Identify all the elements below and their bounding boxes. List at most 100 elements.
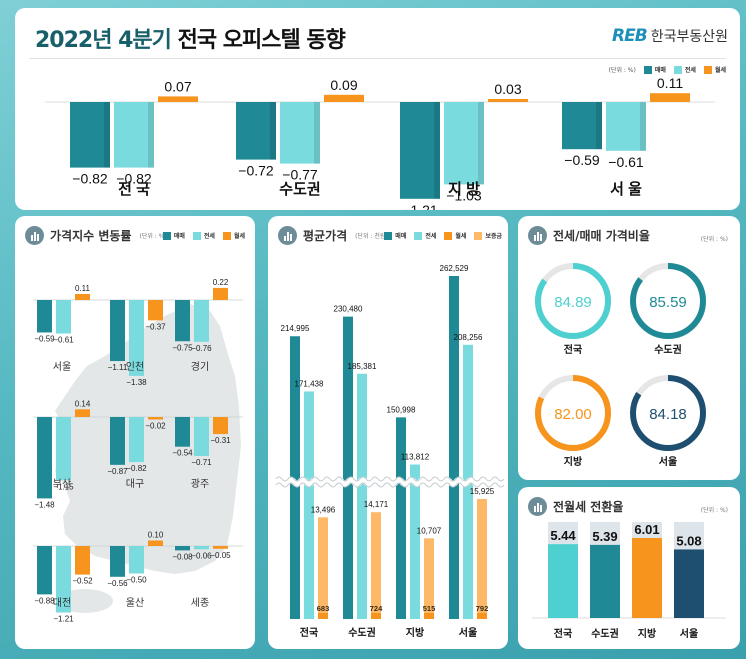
index-value-label: −0.59 [34, 334, 55, 343]
ratio-title: 전세/매매 가격비율 [553, 229, 650, 243]
ratio-ring-progress [630, 375, 706, 451]
legend-swatch-jeonse [414, 231, 423, 240]
avg-value-label-deposit: 10,707 [417, 526, 442, 535]
avg-bar-sale [290, 336, 300, 619]
ratio-value-label: 84.89 [554, 294, 592, 311]
index-category-label: 인천 [126, 361, 144, 373]
summary-bar-2 [158, 96, 198, 102]
summary-legend: (단위 : %) 매매 전세 월세 [609, 65, 726, 74]
index-value-label: 0.11 [75, 284, 91, 293]
avg-bar-wolse [424, 613, 434, 619]
index-value-label: −1.48 [34, 500, 55, 509]
index-value-label: −0.05 [210, 551, 231, 560]
summary-card: 2022년 4분기 전국 오피스텔 동향 REB 한국부동산원 (단위 : %)… [15, 8, 740, 210]
legend-label-deposit: 보증금 [485, 233, 502, 240]
index-value-label: −0.37 [145, 322, 166, 331]
index-bar-1 [129, 546, 144, 574]
avg-value-label-wolse: 792 [476, 604, 489, 613]
avg-bar-deposit [318, 517, 328, 619]
index-value-label: −0.76 [191, 344, 212, 353]
summary-bar-1 [280, 102, 320, 164]
korea-map-shape [55, 304, 241, 574]
avg-price-card: 평균가격 (단위 : 천원) 매매 전세 월세 보증금 214,995 171,4… [268, 216, 508, 649]
summary-bar-shade [104, 102, 110, 168]
avg-value-label-jeonse: 171,438 [295, 379, 324, 388]
index-category-label: 대전 [53, 597, 71, 609]
index-bar-2 [213, 546, 228, 549]
index-bar-1 [129, 417, 144, 463]
building-icon [528, 226, 547, 245]
conv-category-label: 수도권 [591, 628, 619, 640]
index-change-card: 가격지수 변동률 (단위 : %) 매매 전세 월세 −0.59 −0.61 0.1… [15, 216, 255, 649]
conversion-rate-card: 전월세 전환율 (단위 : %) 5.44 전국 5.39 수도권 6.01 지방 5.08… [518, 487, 740, 649]
index-bar-1 [194, 300, 209, 342]
summary-value-label: −0.82 [72, 171, 108, 187]
index-value-label: −0.87 [107, 467, 128, 476]
avg-value-label-deposit: 14,171 [364, 500, 389, 509]
index-value-label: −1.15 [53, 482, 74, 491]
index-value-label: 0.14 [75, 399, 91, 408]
legend-label-jeonse: 전세 [684, 67, 696, 74]
avg-bar-wolse [477, 613, 487, 619]
summary-bar-1 [606, 102, 646, 151]
index-bar-2 [75, 546, 90, 575]
index-bar-0 [110, 417, 125, 465]
summary-bar-1 [114, 102, 154, 168]
legend-swatch-wolse [222, 231, 231, 240]
index-category-label: 부산 [53, 478, 71, 490]
legend-swatch-sale [643, 65, 652, 74]
conv-category-label: 전국 [554, 627, 572, 640]
legend-swatch-sale [162, 231, 171, 240]
index-bar-1 [56, 546, 71, 613]
index-value-label: −0.75 [172, 343, 193, 352]
summary-bar-shade [596, 102, 602, 150]
avg-value-label-wolse: 515 [423, 604, 436, 613]
avg-bar-jeonse [410, 464, 420, 619]
legend-label-sale: 매매 [173, 233, 185, 240]
summary-value-label: −1.21 [402, 202, 438, 210]
avg-value-label-jeonse: 113,812 [401, 452, 430, 461]
legend-label-wolse: 월세 [455, 233, 467, 240]
axis-break-band [273, 477, 507, 487]
logo: REB 한국부동산원 [612, 26, 728, 46]
avg-price-chart: 214,995 171,438 13,496 683 전국 230,480 185,381 1… [273, 264, 507, 639]
ratio-unit: (단위 : %) [700, 236, 728, 243]
index-category-label: 경기 [191, 360, 209, 373]
legend-label-wolse: 월세 [714, 67, 726, 74]
index-value-label: −0.82 [126, 464, 147, 473]
ratio-value-label: 82.00 [554, 406, 592, 423]
conv-value-label: 5.44 [550, 528, 576, 543]
index-value-label: 0.10 [148, 531, 164, 540]
avg-value-label-sale: 262,529 [440, 264, 469, 273]
index-bar-2 [75, 409, 90, 417]
summary-bar-2 [650, 93, 690, 102]
ratio-ring-progress [630, 263, 706, 339]
index-title: 가격지수 변동률 [50, 229, 132, 243]
ratio-value-label: 85.59 [649, 294, 687, 311]
legend-label-sale: 매매 [654, 67, 666, 74]
avg-value-label-jeonse: 185,381 [348, 362, 377, 371]
index-bar-2 [148, 417, 163, 420]
summary-bar-0 [400, 102, 440, 199]
index-value-label: −1.21 [53, 615, 74, 624]
summary-bar-0 [70, 102, 110, 168]
index-bar-2 [75, 293, 90, 300]
legend-swatch-wolse [703, 65, 712, 74]
avg-unit: (단위 : 천원) [355, 233, 388, 240]
avg-category-label: 수도권 [348, 627, 376, 639]
legend-label-sale: 매매 [395, 233, 407, 240]
index-bar-0 [175, 300, 190, 342]
avg-category-label: 지방 [406, 626, 425, 639]
avg-category-label: 서울 [459, 626, 477, 639]
index-value-label: 0.22 [213, 278, 229, 287]
conv-bar [632, 538, 662, 618]
summary-value-label: 0.03 [494, 81, 521, 97]
ratio-header: 전세/매매 가격비율 [528, 226, 650, 245]
index-value-label: −1.38 [126, 378, 147, 387]
index-unit: (단위 : %) [139, 233, 167, 240]
index-category-label: 대구 [126, 478, 144, 490]
ratio-ring-progress [535, 375, 611, 451]
index-value-label: −0.50 [126, 576, 147, 585]
legend-swatch-jeonse [192, 231, 201, 240]
